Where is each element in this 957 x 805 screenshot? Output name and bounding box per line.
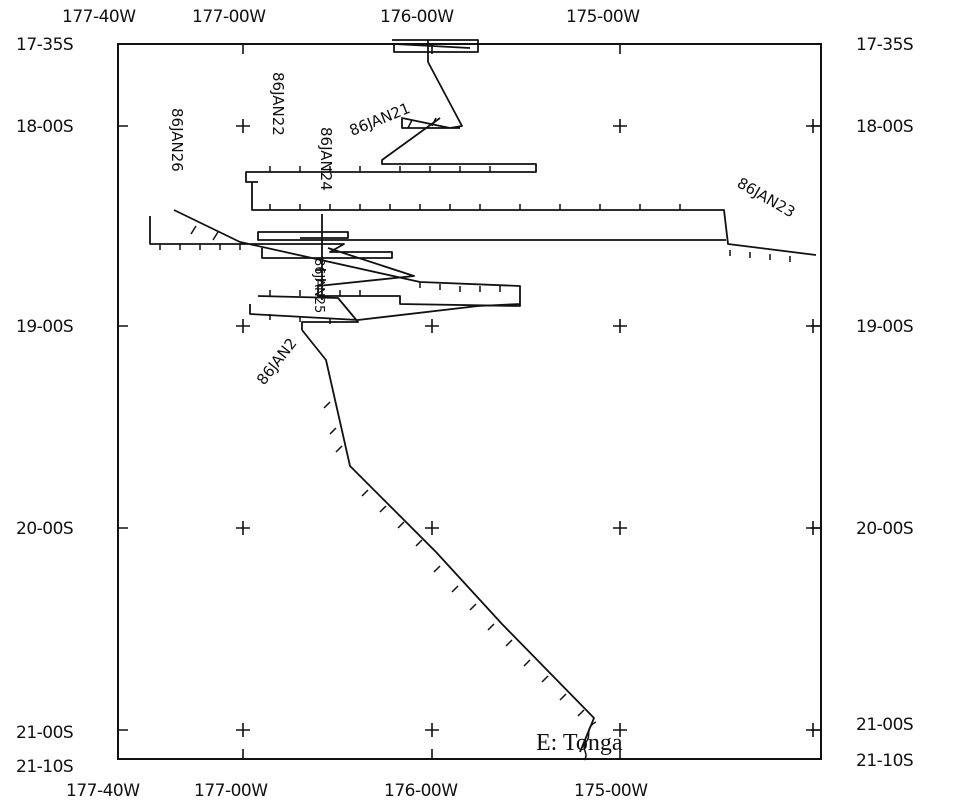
lon-label-bottom-3: 175-00W — [574, 781, 648, 801]
ship-track — [149, 39, 817, 753]
lon-label-top-2: 176-00W — [380, 7, 454, 27]
grid-crosses — [118, 44, 821, 759]
lat-label-right-4: 21-00S — [856, 715, 913, 735]
lat-label-right-3: 20-00S — [856, 519, 913, 539]
lat-label-right-1: 18-00S — [856, 117, 913, 137]
lon-label-top-0: 177-40W — [62, 7, 136, 27]
lon-label-bottom-1: 177-00W — [194, 781, 268, 801]
lat-label-right-0: 17-35S — [856, 35, 913, 55]
date-label-86jan21: 86JAN21 — [347, 99, 413, 140]
map-frame — [117, 43, 822, 760]
lon-label-bottom-0: 177-40W — [66, 781, 140, 801]
lat-label-left-0: 17-35S — [16, 35, 73, 55]
date-label-86jan25: 86JAN25 — [311, 258, 326, 313]
lat-label-right-2: 19-00S — [856, 317, 913, 337]
date-label-86jan26: 86JAN26 — [168, 108, 186, 172]
region-label: E: Tonga — [536, 730, 623, 756]
lat-label-left-2: 19-00S — [16, 317, 73, 337]
lon-label-top-1: 177-00W — [192, 7, 266, 27]
lon-label-bottom-2: 176-00W — [384, 781, 458, 801]
lat-label-left-1: 18-00S — [16, 117, 73, 137]
lat-label-left-3: 20-00S — [16, 519, 73, 539]
lat-label-right-5: 21-10S — [856, 751, 913, 771]
tonga-coastline — [583, 721, 597, 761]
date-label-86jan24: 86JAN24 — [317, 127, 335, 191]
date-label-86jan22: 86JAN22 — [269, 72, 287, 136]
date-label-86jan23: 86JAN23 — [734, 174, 798, 222]
lat-label-left-5: 21-10S — [16, 757, 73, 777]
lon-label-top-3: 175-00W — [566, 7, 640, 27]
date-label-86jan2: 86JAN2 — [253, 335, 301, 389]
lat-label-left-4: 21-00S — [16, 723, 73, 743]
